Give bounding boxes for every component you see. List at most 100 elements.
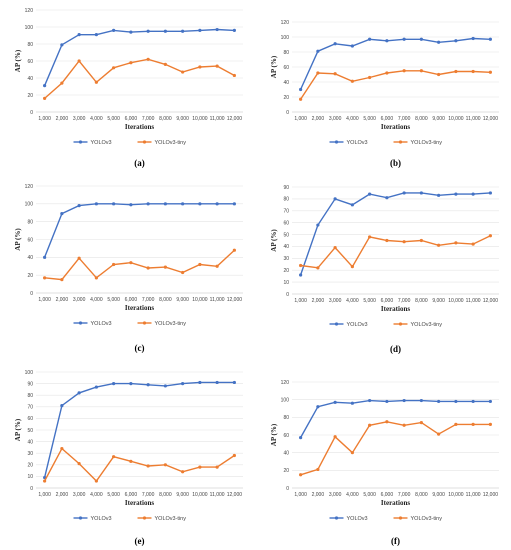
x-tick-label: 3,000	[73, 297, 86, 303]
data-point	[198, 380, 202, 385]
legend-marker-1	[142, 516, 147, 520]
data-point	[488, 70, 492, 74]
data-point	[146, 383, 150, 387]
data-point	[129, 30, 133, 34]
x-tick-label: 2,000	[56, 297, 69, 303]
data-point	[368, 192, 372, 196]
data-point	[43, 479, 47, 483]
x-tick-label: 7,000	[398, 298, 411, 304]
data-point	[385, 238, 389, 243]
series-line-0	[299, 399, 491, 438]
data-point	[94, 202, 98, 206]
data-point	[368, 75, 372, 80]
data-point	[419, 37, 423, 41]
data-point	[368, 235, 372, 239]
data-point	[471, 36, 475, 41]
data-point	[60, 446, 64, 451]
data-point	[232, 202, 236, 206]
y-tick-label: 100	[281, 397, 290, 403]
legend-marker-1	[398, 322, 403, 326]
data-point	[471, 69, 475, 74]
x-tick-label: 5,000	[107, 297, 120, 303]
data-point	[198, 202, 202, 206]
data-point	[181, 70, 185, 74]
legend-marker-1	[142, 140, 147, 144]
x-tick-label: 4,000	[346, 492, 359, 498]
legend-label-0: YOLOv3	[347, 516, 368, 522]
data-point	[299, 87, 303, 92]
data-point	[454, 241, 458, 245]
y-tick-label: 70	[283, 209, 289, 215]
x-tick-label: 4,000	[90, 492, 103, 498]
data-point	[60, 212, 64, 216]
legend-marker-0	[78, 516, 83, 520]
legend-marker-0	[78, 321, 83, 325]
data-point	[488, 234, 492, 238]
y-tick-label: 80	[283, 50, 289, 56]
data-point	[368, 37, 372, 41]
legend-marker-1	[142, 321, 147, 325]
y-tick-label: 40	[27, 255, 33, 261]
legend-marker-1	[398, 516, 403, 520]
data-point	[146, 464, 150, 468]
series-line-0	[299, 192, 491, 276]
data-point	[198, 28, 202, 32]
y-tick-label: 60	[283, 65, 289, 71]
chart-panel-1: 0 20 40 60 80 100 120 1,000 2,000 3,000 4,000 5,000…	[270, 20, 499, 168]
data-point	[350, 401, 354, 405]
x-tick-label: 7,000	[142, 297, 155, 303]
x-tick-label: 11,000	[466, 298, 481, 304]
x-tick-label: 10,000	[192, 492, 208, 498]
data-point	[181, 470, 185, 474]
data-point	[488, 191, 492, 195]
legend-label-1: YOLOv3-tiny	[411, 516, 443, 522]
legend-label-0: YOLOv3	[91, 140, 112, 146]
x-tick-label: 3,000	[329, 116, 342, 122]
chart-panel-3: 0 10 20 30 40 50 60 70 80 90 1,000 2,000 3,000 4,000 5…	[270, 185, 499, 354]
y-tick-label: 80	[27, 219, 33, 225]
y-tick-label: 60	[27, 237, 33, 243]
x-tick-label: 11,000	[466, 492, 481, 498]
legend-label-0: YOLOv3	[347, 140, 368, 146]
y-tick-label: 30	[27, 451, 33, 457]
y-tick-label: 0	[30, 486, 33, 492]
x-tick-label: 12,000	[483, 116, 499, 122]
y-tick-label: 0	[286, 486, 289, 492]
data-point	[471, 399, 475, 404]
legend: YOLOv3 YOLOv3-tiny	[73, 321, 186, 327]
panel-caption: (e)	[135, 536, 145, 546]
x-tick-label: 3,000	[73, 492, 86, 498]
x-tick-label: 3,000	[329, 492, 342, 498]
series-line-0	[43, 28, 235, 86]
data-point	[316, 266, 320, 270]
data-point	[60, 278, 64, 282]
x-tick-label: 9,000	[176, 492, 189, 498]
y-tick-label: 60	[283, 433, 289, 439]
x-tick-label: 5,000	[107, 492, 120, 498]
legend-label-0: YOLOv3	[91, 321, 112, 327]
x-tick-label: 8,000	[415, 298, 428, 304]
x-tick-label: 1,000	[38, 492, 51, 498]
data-point	[129, 382, 133, 386]
legend-label-1: YOLOv3-tiny	[155, 516, 187, 522]
x-tick-label: 6,000	[125, 492, 138, 498]
x-tick-label: 4,000	[346, 298, 359, 304]
x-tick-label: 7,000	[142, 492, 155, 498]
x-tick-label: 5,000	[363, 492, 376, 498]
y-axis-title: AP (%)	[270, 55, 278, 78]
data-point	[215, 380, 219, 385]
x-axis-title: Iterations	[381, 499, 410, 507]
data-point	[385, 39, 389, 43]
data-point	[77, 59, 81, 63]
x-tick-label: 4,000	[346, 116, 359, 122]
data-point	[402, 398, 406, 403]
y-tick-label: 0	[30, 291, 33, 297]
x-tick-label: 11,000	[210, 116, 225, 122]
y-axis-title: AP (%)	[270, 229, 278, 252]
x-tick-label: 6,000	[381, 116, 394, 122]
y-tick-label: 70	[27, 405, 33, 411]
y-tick-label: 20	[283, 268, 289, 274]
data-point	[316, 223, 320, 227]
legend-marker-0	[334, 322, 339, 326]
data-point	[316, 49, 320, 53]
